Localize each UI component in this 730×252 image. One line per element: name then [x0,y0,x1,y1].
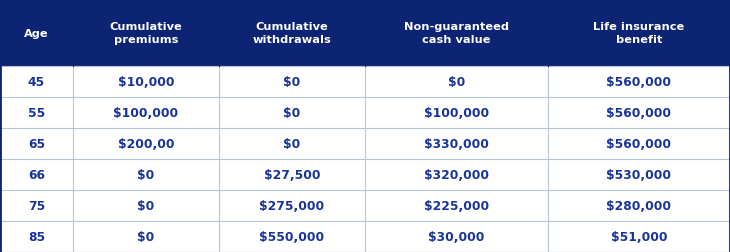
Text: $0: $0 [283,107,301,119]
Bar [0,159,730,190]
Text: $10,000: $10,000 [118,76,174,89]
Text: Cumulative
withdrawals: Cumulative withdrawals [253,22,331,45]
Bar [0,190,730,221]
Text: $0: $0 [137,199,155,212]
Text: $275,000: $275,000 [259,199,325,212]
Bar [0,67,730,98]
Text: 75: 75 [28,199,45,212]
Text: 85: 85 [28,230,45,243]
Text: $0: $0 [283,76,301,89]
Text: $30,000: $30,000 [428,230,485,243]
Text: $0: $0 [283,138,301,150]
Bar [0,221,730,252]
Text: $550,000: $550,000 [259,230,325,243]
Bar [0,0,730,67]
Text: $100,000: $100,000 [423,107,489,119]
Text: $0: $0 [137,230,155,243]
Text: $560,000: $560,000 [606,138,672,150]
Text: $560,000: $560,000 [606,76,672,89]
Text: $530,000: $530,000 [606,168,672,181]
Text: Age: Age [24,28,49,38]
Text: Non-guaranteed
cash value: Non-guaranteed cash value [404,22,509,45]
Text: $320,000: $320,000 [423,168,489,181]
Text: 65: 65 [28,138,45,150]
Text: Life insurance
benefit: Life insurance benefit [593,22,685,45]
Text: $51,000: $51,000 [610,230,667,243]
Bar [0,129,730,159]
Text: $100,000: $100,000 [113,107,179,119]
Text: $200,00: $200,00 [118,138,174,150]
Text: $225,000: $225,000 [423,199,489,212]
Text: 66: 66 [28,168,45,181]
Text: 55: 55 [28,107,45,119]
Text: Cumulative
premiums: Cumulative premiums [110,22,182,45]
Bar [0,98,730,129]
Text: $560,000: $560,000 [606,107,672,119]
Text: $280,000: $280,000 [606,199,672,212]
Text: $0: $0 [447,76,465,89]
Text: $0: $0 [137,168,155,181]
Text: $27,500: $27,500 [264,168,320,181]
Text: 45: 45 [28,76,45,89]
Text: $330,000: $330,000 [424,138,488,150]
